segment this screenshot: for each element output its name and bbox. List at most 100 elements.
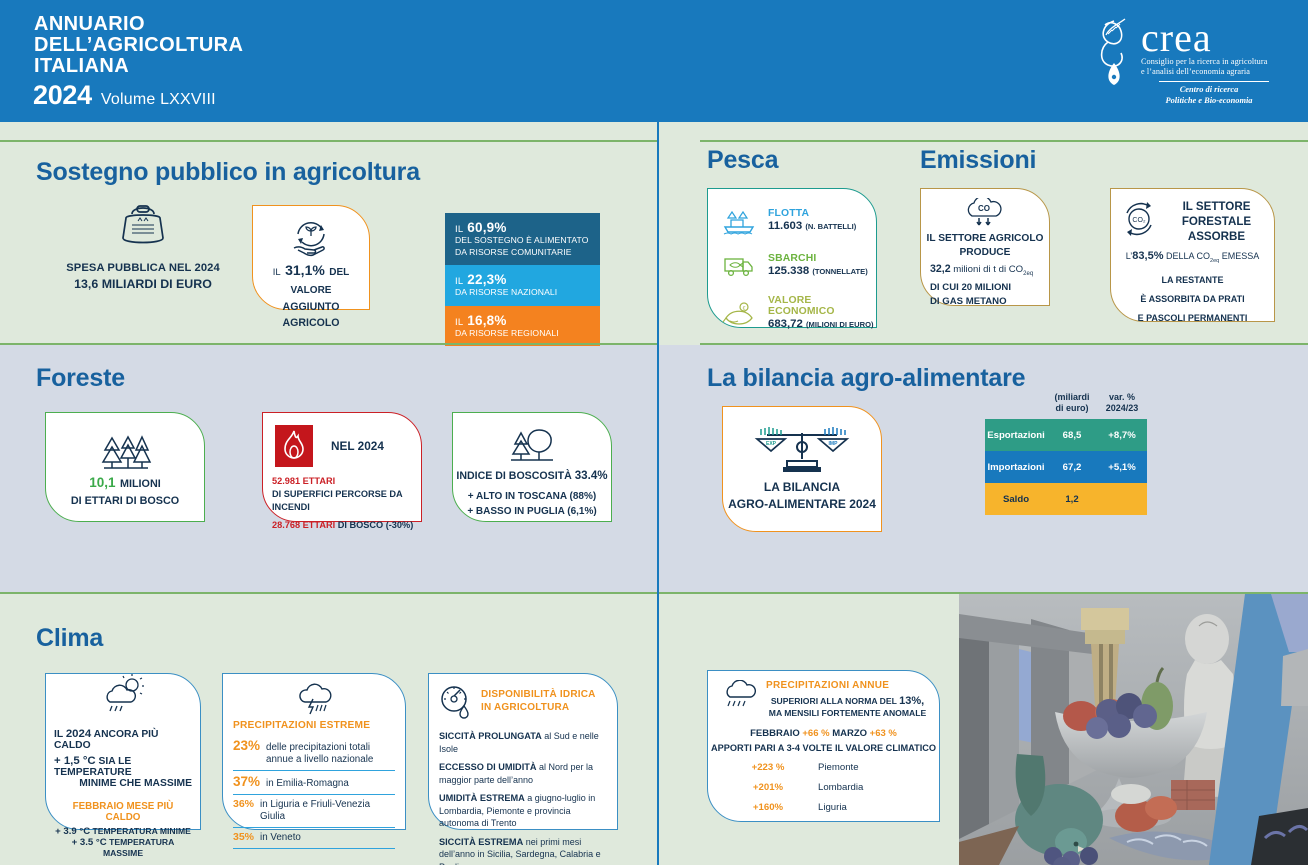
card-pesca: FLOTTA 11.603 (N. BATTELLI) SBARCHI 125.… <box>707 188 877 330</box>
pa-region-pc-3: +160% <box>752 802 784 813</box>
emissioni-produce-line-1: IL SETTORE AGRICOLO <box>926 233 1044 244</box>
clima-l6-post: TEMPERATURA MASSIME <box>102 837 175 858</box>
pa-mesi-2: APPORTI PARI A 3-4 VOLTE IL VALORE CLIMA… <box>710 743 937 753</box>
pesca-row-sbarchi: SBARCHI 125.338 (TONNELLATE) <box>722 250 876 280</box>
pa-region-name-1: Piemonte <box>818 762 859 773</box>
crea-subtitle-2: e l’analisi dell’economia agraria <box>1141 67 1251 76</box>
pa-sub1-pre: SUPERIORI ALLA NORMA DEL <box>770 696 900 706</box>
list-item: 37% in Emilia-Romagna <box>233 771 395 795</box>
pa-mesi-1b: +66 % <box>802 728 830 739</box>
spesa-pubblica-block: SPESA PUBBLICA NEL 2024 13,6 MILIARDI DI… <box>48 200 238 291</box>
pa-mesi-1c: MARZO <box>829 728 870 739</box>
divider-green-top-right <box>700 140 1308 142</box>
precip-estreme-heading: PRECIPITAZIONI ESTREME <box>233 720 371 731</box>
card-clima-disponibilita-idrica: DISPONIBILITÀ IDRICA IN AGRICOLTURA SICC… <box>428 673 618 865</box>
pesca-label-flotta: FLOTTA <box>768 208 810 219</box>
card-bilancia: EXP IMP LA BILANCIA AGRO-ALIMENTARE 2024 <box>722 406 882 532</box>
foreste-line-2: DI ETTARI DI BOSCO <box>70 495 180 507</box>
clima-l5-val: + 3.9 °C <box>55 826 91 837</box>
emissioni-produce-line-2: PRODUCE <box>959 247 1011 258</box>
boscosita-label: INDICE DI BOSCOSITÀ <box>456 470 575 482</box>
clima-l5-post: TEMPERATURA MINIME <box>90 826 191 836</box>
boscosita-value: 33.4% <box>574 469 608 482</box>
flame-icon <box>275 425 313 467</box>
disp-bold-2: ECCESSO DI UMIDITÀ <box>439 762 537 772</box>
emissioni-produce-value: 32,2 <box>930 263 951 275</box>
card-foreste-boscosita: INDICE DI BOSCOSITÀ 33.4% + ALTO IN TOSC… <box>452 412 612 522</box>
table-row: Esportazioni 68,5 +8,7% <box>985 419 1147 451</box>
logo-divider <box>1159 81 1269 82</box>
pa-region-name-2: Lombardia <box>818 782 864 793</box>
sun-cloud-rain-icon <box>106 674 144 712</box>
bilancia-line-2: AGRO-ALIMENTARE 2024 <box>728 497 876 511</box>
divider-green-mid-left <box>0 343 657 345</box>
assorbe-title-3: ASSORBE <box>1187 230 1246 243</box>
crea-logo-mark <box>1100 18 1126 85</box>
plant-cycle-hand-icon <box>293 222 325 257</box>
row-label-saldo: Saldo <box>1002 493 1030 505</box>
edition-volume: Volume LXXVIII <box>100 91 216 108</box>
emissioni-produce-l4-pre: DI CUI <box>930 281 962 293</box>
svg-text:CO: CO <box>978 204 990 213</box>
section-title-sostegno: Sostegno pubblico in agricoltura <box>36 158 420 186</box>
pesca-row-valore: € VALORE ECONOMICO 683,72 (MILIONI DI EU… <box>722 295 876 330</box>
pesca-unit-sbarchi: (TONNELLATE) <box>812 267 868 276</box>
precip-text-2: in Emilia-Romagna <box>266 778 349 789</box>
assorbe-l1-post: EMESSA <box>1219 251 1260 261</box>
bilancia-line-1: LA BILANCIA <box>763 480 841 494</box>
foreste-incendi-rest-2: DI BOSCO (-30%) <box>335 520 414 530</box>
disp-bold-3: UMIDITÀ ESTREMA <box>439 793 525 803</box>
list-item: ECCESSO DI UMIDITÀ al Nord per la maggio… <box>439 761 608 786</box>
svg-text:CO₂: CO₂ <box>1132 217 1146 224</box>
list-item: +201% Lombardia <box>718 782 929 793</box>
broadleaf-trees-icon <box>511 429 553 461</box>
card-valore-aggiunto: IL 31,1% DEL VALORE AGGIUNTO AGRICOLO <box>252 205 370 329</box>
crea-center-1: Centro di ricerca <box>1179 85 1239 94</box>
pa-region-name-3: Liguria <box>818 802 847 813</box>
bar1-desc-1: DEL SOSTEGNO È ALIMENTATO <box>455 235 589 245</box>
pa-sub1-val: 13%, <box>899 695 925 707</box>
bal-head-col3-line2: 2024/23 <box>1105 403 1139 413</box>
emissioni-produce-sub: 2eq <box>1023 270 1034 277</box>
section-title-clima: Clima <box>36 624 104 652</box>
disp-bold-4: SICCITÀ ESTREMA <box>439 836 524 847</box>
clima-l1-pre: IL <box>54 729 66 740</box>
row-value-importazioni: 67,2 <box>1062 461 1082 473</box>
balance-scale-icon: EXP IMP <box>754 427 850 472</box>
assorbe-title-1: IL SETTORE <box>1182 200 1251 213</box>
row-value-esportazioni: 68,5 <box>1062 429 1082 441</box>
pesca-label-sbarchi: SBARCHI <box>768 253 817 264</box>
assorbe-l1-sub: 2eq <box>1210 257 1220 264</box>
list-item: SICCITÀ PROLUNGATA al Sud e nelle Isole <box>439 730 608 755</box>
clima-l2-val: + 1,5 °C <box>54 755 96 767</box>
bar2-prefix: IL <box>455 276 464 288</box>
foreste-incendi-rest-1: DI SUPERFICI PERCORSE DA INCENDI <box>272 489 403 512</box>
precip-pc-3: 36% <box>233 798 255 810</box>
assorbe-line-4: E PASCOLI PERMANENTI <box>1137 312 1248 323</box>
divider-green-low-right <box>659 592 1308 594</box>
list-item: +223 % Piemonte <box>718 762 929 773</box>
valore-line-2: AGGIUNTO AGRICOLO <box>282 301 340 329</box>
foreste-value: 10,1 <box>89 475 116 490</box>
painting-artwork <box>959 594 1308 865</box>
precip-pc-1: 23% <box>233 738 261 753</box>
bar3-percent: 16,8% <box>467 312 507 328</box>
table-row: Saldo 1,2 <box>985 483 1147 515</box>
precip-text-3: in Liguria e Friuli-Venezia Giulia <box>260 799 371 822</box>
foreste-incendi-val-1: 52.981 ETTARI <box>272 476 336 486</box>
list-item: UMIDITÀ ESTREMA a giugno-luglio in Lomba… <box>439 792 608 830</box>
bar2-desc-1: DA RISORSE NAZIONALI <box>455 287 558 298</box>
list-item: 23% delle precipitazioni totali annue a … <box>233 735 395 771</box>
disp-idrica-heading-1: DISPONIBILITÀ IDRICA <box>481 689 596 700</box>
spesa-line-2: 13,6 MILIARDI DI EURO <box>74 277 212 291</box>
divider-vertical <box>657 122 659 865</box>
precip-text-1: delle precipitazioni totali annue a live… <box>266 742 374 765</box>
co2-cloud-icon: CO <box>967 198 1002 226</box>
pa-region-pc-1: +223 % <box>751 762 785 773</box>
pesca-unit-valore: (MILIONI DI EURO) <box>806 320 874 329</box>
list-item: 35% in Veneto <box>233 828 395 849</box>
divider-green-top-left <box>0 140 657 142</box>
clima-l2-post: SIA LE TEMPERATURE <box>54 756 132 778</box>
page-header: ANNUARIO DELL’AGRICOLTURA ITALIANA 2024 … <box>0 0 1308 122</box>
